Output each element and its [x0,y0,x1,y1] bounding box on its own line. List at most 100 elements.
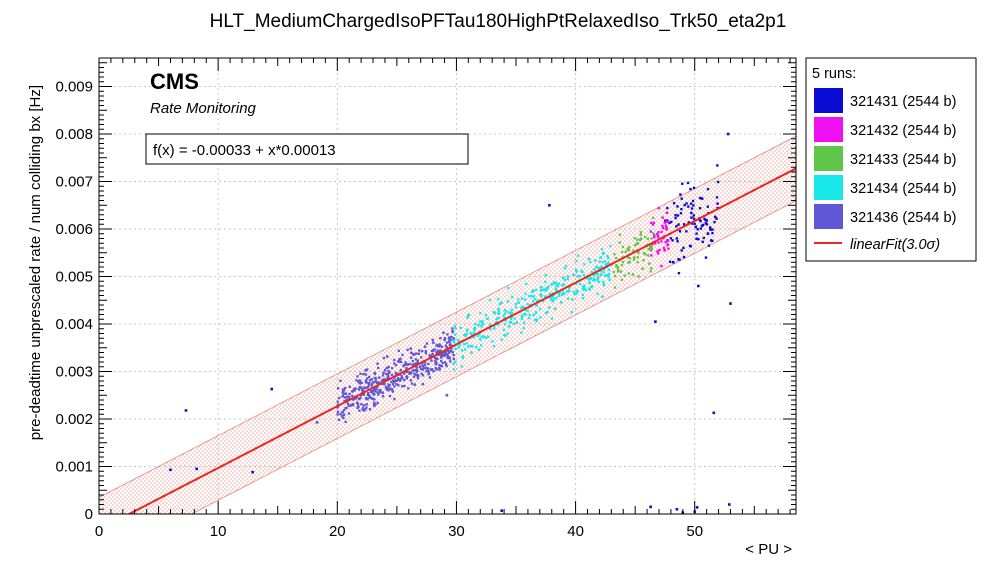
data-point-series-3 [498,302,501,306]
data-point-series-4 [366,377,369,380]
data-point-series-0 [699,227,703,230]
data-point-series-3 [582,274,585,277]
data-point-series-3 [567,289,571,293]
data-point-series-3 [565,290,569,293]
data-point-series-0 [663,219,667,222]
data-point-series-4 [451,351,454,354]
data-point-series-4 [410,382,414,385]
data-point-series-4 [433,356,437,360]
data-point-series-4 [401,353,404,357]
data-point-series-3 [589,261,592,264]
y-tick-label: 0.007 [55,174,93,191]
data-point-series-4 [404,363,407,366]
data-point-series-4 [375,385,379,388]
data-point-series-4 [406,370,409,374]
data-point-series-3 [539,293,542,296]
data-point-series-4 [371,382,374,385]
data-point-series-4 [378,376,381,379]
data-point-series-4 [389,387,392,391]
data-point-series-3 [575,270,578,273]
data-point-series-0 [682,223,686,226]
data-point-series-2 [650,267,653,270]
outlier-point-series-0 [671,260,675,264]
data-point-series-2 [613,274,617,278]
data-point-series-3 [493,345,496,348]
data-point-series-4 [355,401,359,404]
data-point-series-1 [662,246,666,250]
data-point-series-2 [650,237,653,240]
data-point-series-4 [378,391,382,394]
x-tick-label: 10 [210,523,227,540]
data-point-series-2 [649,269,652,273]
data-point-series-3 [550,298,553,302]
fit-formula-text: f(x) = -0.00033 + x*0.00013 [153,142,336,159]
data-point-series-2 [636,256,639,259]
data-point-series-0 [692,214,695,217]
data-point-series-3 [548,292,551,296]
data-point-series-3 [484,313,488,317]
data-point-series-4 [381,391,384,394]
data-point-series-0 [685,202,688,205]
data-point-series-3 [524,308,528,311]
data-point-series-0 [687,205,690,208]
data-point-series-0 [676,214,680,217]
data-point-series-4 [431,368,434,371]
data-point-series-3 [489,327,492,331]
data-point-series-2 [620,278,624,281]
x-tick-label: 0 [95,523,103,540]
data-point-series-0 [692,186,696,190]
data-point-series-4 [444,363,448,366]
data-point-series-3 [561,293,564,297]
data-point-series-1 [661,224,664,228]
data-point-series-2 [619,270,623,273]
data-point-series-0 [680,207,683,211]
data-point-series-4 [370,384,373,387]
data-point-series-2 [612,270,615,274]
data-point-series-3 [584,289,588,292]
data-point-series-0 [690,216,693,219]
data-point-series-3 [457,338,460,342]
data-point-series-0 [709,226,712,229]
data-point-series-4 [400,377,403,380]
y-tick-label: 0.002 [55,411,93,428]
data-point-series-4 [441,361,444,365]
data-point-series-4 [399,360,403,364]
data-point-series-3 [574,282,578,285]
data-point-series-3 [546,285,550,289]
data-point-series-3 [502,314,505,317]
outlier-point-series-0 [649,505,652,509]
outlier-point-series-0 [251,470,254,474]
data-point-series-3 [510,311,513,315]
data-point-series-3 [466,316,469,319]
data-point-series-3 [493,327,496,330]
data-point-series-3 [522,321,526,325]
data-point-series-3 [505,310,508,313]
data-point-series-4 [424,351,428,355]
data-point-series-4 [393,362,396,365]
data-point-series-4 [408,362,411,366]
data-point-series-0 [679,193,682,196]
data-point-series-4 [434,367,438,370]
legend-header: 5 runs: [812,66,856,82]
data-point-series-3 [479,344,483,347]
data-point-series-4 [411,369,414,372]
data-point-series-4 [409,356,413,359]
data-point-series-0 [674,213,677,217]
data-point-series-3 [474,322,477,326]
data-point-series-4 [413,362,416,366]
fit-band-lower-edge [190,200,796,514]
data-point-series-0 [678,230,682,233]
data-point-series-3 [527,316,531,320]
data-point-series-4 [409,371,413,375]
data-point-series-4 [432,341,435,344]
data-point-series-1 [656,233,659,236]
data-point-series-4 [358,409,361,412]
data-point-series-2 [642,258,645,262]
data-point-series-3 [582,287,585,291]
data-point-series-3 [497,297,500,301]
data-point-series-4 [406,348,409,352]
data-point-series-3 [598,260,601,263]
data-point-series-4 [416,359,419,362]
data-point-series-3 [514,302,517,306]
data-point-series-3 [472,331,476,334]
